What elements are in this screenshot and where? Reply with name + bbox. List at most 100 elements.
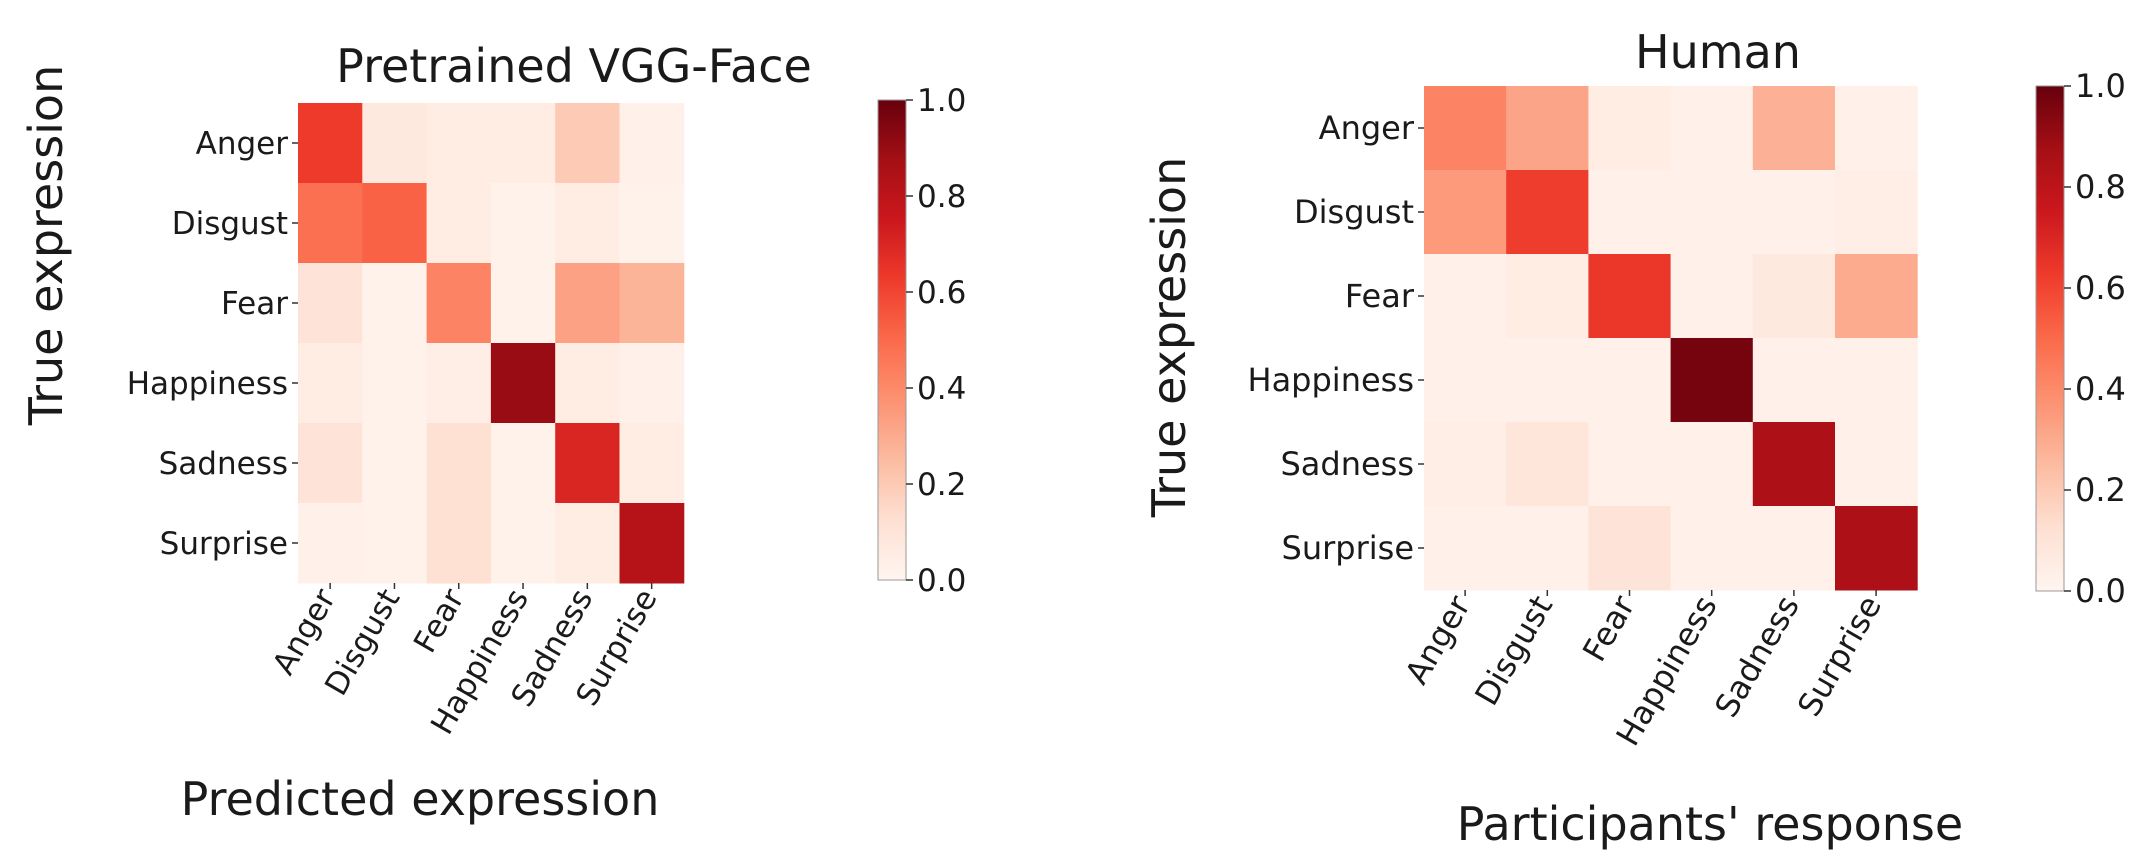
y-tick-label: Surprise (1282, 529, 1414, 567)
heatmap-cell (1752, 254, 1836, 339)
y-tick-label: Happiness (127, 366, 288, 402)
heatmap-cell (1752, 338, 1836, 423)
heatmap-cell (298, 183, 363, 264)
colorbar-ticks: 0.0 0.2 0.4 0.6 0.8 1.0 (2064, 67, 2126, 610)
colorbar-tick-label: 0.8 (2075, 168, 2126, 206)
chart-title: Pretrained VGG-Face (336, 39, 812, 93)
heatmap-cell (1835, 254, 1918, 339)
heatmap-cell (362, 103, 428, 184)
heatmap-cell (619, 423, 685, 504)
colorbar-tick-label: 0.6 (2075, 269, 2126, 307)
y-axis-label: True expression (1142, 157, 1196, 518)
colorbar-tick-label: 0.2 (2075, 471, 2126, 509)
y-tick-label: Disgust (172, 206, 288, 242)
heatmap-cell (362, 343, 428, 424)
colorbar-tick-label: 0.0 (2075, 572, 2126, 610)
heatmap-cell (619, 183, 685, 264)
x-tick-label: Anger (1397, 588, 1478, 690)
y-tick-label: Anger (1319, 109, 1415, 147)
heatmap-cell (298, 103, 363, 184)
heatmap-cell (1506, 338, 1589, 423)
colorbar-tick-label: 0.8 (917, 179, 966, 215)
heatmap-cell (298, 503, 363, 584)
heatmap-cell (1424, 254, 1507, 339)
heatmap-cells (1424, 86, 1918, 591)
colorbar-gradient (2035, 85, 2065, 592)
heatmap-cell (426, 503, 492, 584)
heatmap-panel-human: Human Anger Disgust Fear Happiness Sadness Su… (1142, 25, 2126, 851)
y-axis-label: True expression (19, 65, 73, 426)
heatmap-cell (490, 423, 556, 504)
colorbar-tick-label: 0.4 (917, 371, 966, 407)
colorbar-tick-label: 0.4 (2075, 370, 2126, 408)
heatmap-cell (1670, 170, 1754, 255)
heatmap-cell (555, 183, 620, 264)
heatmap-cells (298, 103, 685, 584)
colorbar-tick-label: 1.0 (2075, 67, 2126, 105)
heatmap-cell (555, 263, 620, 344)
heatmap-cell (1670, 422, 1754, 507)
colorbar-ticks: 0.0 0.2 0.4 0.6 0.8 1.0 (906, 83, 966, 599)
colorbar-tick-label: 1.0 (917, 83, 966, 119)
y-tick-label: Surprise (160, 526, 288, 562)
heatmap-cell (1670, 254, 1754, 339)
x-tick-label: Fear (407, 583, 472, 659)
heatmap-cell (298, 343, 363, 424)
heatmap-cell (1588, 338, 1672, 423)
heatmap-cell (1588, 170, 1672, 255)
heatmap-cell (555, 423, 620, 504)
y-tick-labels: Anger Disgust Fear Happiness Sadness Surprise (127, 126, 298, 562)
y-tick-label: Happiness (1248, 361, 1415, 399)
heatmap-cell (1752, 422, 1836, 507)
heatmap-cell (1424, 86, 1507, 171)
heatmap-cell (1588, 422, 1672, 507)
heatmap-cell (490, 103, 556, 184)
heatmap-cell (426, 103, 492, 184)
heatmap-cell (1588, 254, 1672, 339)
heatmap-cell (362, 183, 428, 264)
heatmap-cell (619, 503, 685, 584)
heatmap-cell (490, 263, 556, 344)
heatmap-cell (619, 103, 685, 184)
x-axis-label: Participants' response (1457, 797, 1963, 851)
heatmap-cell (298, 423, 363, 504)
chart-title: Human (1635, 25, 1801, 79)
heatmap-cell (490, 343, 556, 424)
heatmap-cell (1506, 506, 1589, 591)
x-axis-label: Predicted expression (181, 772, 660, 826)
y-tick-labels: Anger Disgust Fear Happiness Sadness Surprise (1248, 109, 1424, 567)
heatmap-cell (1424, 170, 1507, 255)
colorbar: 0.0 0.2 0.4 0.6 0.8 1.0 (2035, 67, 2126, 610)
colorbar-tick-label: 0.0 (917, 563, 966, 599)
y-tick-label: Anger (196, 126, 289, 162)
colorbar-tick-label: 0.6 (917, 275, 966, 311)
heatmap-cell (1835, 170, 1918, 255)
heatmap-cell (619, 263, 685, 344)
heatmap-cell (490, 183, 556, 264)
heatmap-cell (555, 103, 620, 184)
y-tick-label: Fear (1345, 277, 1415, 315)
heatmap-cell (1506, 254, 1589, 339)
x-tick-label: Fear (1575, 588, 1643, 668)
heatmap-cell (1506, 422, 1589, 507)
heatmap-cell (362, 263, 428, 344)
heatmap-cell (555, 343, 620, 424)
heatmap-cell (426, 183, 492, 264)
y-tick-label: Sadness (1280, 445, 1414, 483)
heatmap-cell (1424, 422, 1507, 507)
colorbar-tick-label: 0.2 (917, 467, 966, 503)
heatmap-cell (1752, 86, 1836, 171)
heatmap-cell (1670, 506, 1754, 591)
heatmap-cell (1588, 506, 1672, 591)
heatmap-cell (1835, 422, 1918, 507)
colorbar-gradient (877, 99, 907, 581)
heatmap-cell (1424, 338, 1507, 423)
y-tick-label: Disgust (1294, 193, 1414, 231)
heatmap-cell (1835, 86, 1918, 171)
heatmap-cell (1670, 338, 1754, 423)
colorbar: 0.0 0.2 0.4 0.6 0.8 1.0 (877, 83, 966, 599)
heatmap-cell (1752, 170, 1836, 255)
